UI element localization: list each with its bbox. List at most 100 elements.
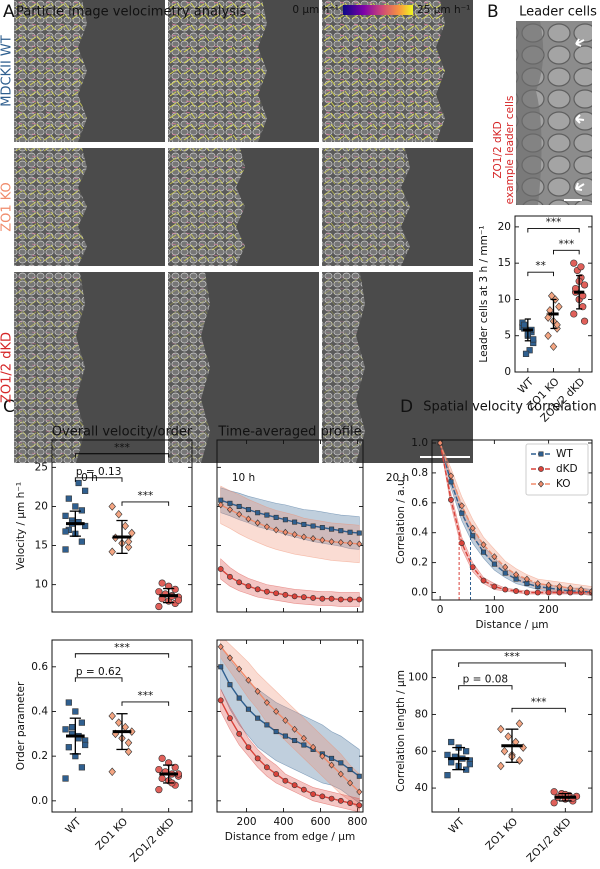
- marker: [273, 708, 280, 715]
- marker: [273, 771, 280, 777]
- marker: [549, 342, 558, 351]
- x-tick-label: ZO1/2 dKD: [525, 816, 574, 865]
- plot-frame: [431, 649, 593, 813]
- marker: [502, 586, 509, 593]
- y-tick-label: 0.4: [31, 705, 48, 717]
- significance-label: p = 0.62: [76, 666, 122, 678]
- image-shade: [516, 21, 544, 205]
- x-tick-label: WT: [447, 815, 468, 836]
- y-tick-label: 0.0: [31, 795, 48, 807]
- marker: [448, 479, 454, 485]
- marker: [121, 722, 129, 732]
- marker: [124, 542, 133, 552]
- marker: [458, 540, 465, 547]
- marker: [78, 719, 85, 726]
- marker: [108, 767, 116, 777]
- chart-title: Overall velocity/order: [52, 425, 193, 440]
- marker: [319, 536, 326, 544]
- marker: [463, 748, 470, 755]
- column-label: 20 h: [386, 472, 409, 484]
- marker: [458, 502, 465, 510]
- marker: [469, 524, 476, 532]
- marker: [500, 746, 509, 756]
- marker: [124, 738, 133, 748]
- marker: [530, 336, 537, 343]
- marker: [115, 510, 123, 519]
- marker: [174, 596, 183, 604]
- marker: [556, 589, 563, 596]
- marker: [158, 774, 166, 783]
- marker: [347, 529, 353, 535]
- velocity-vectors: [168, 272, 210, 463]
- marker: [236, 695, 242, 701]
- x-tick-label: 800: [347, 816, 367, 828]
- marker: [553, 320, 561, 330]
- significance-label: ***: [546, 216, 562, 228]
- marker: [534, 589, 541, 596]
- marker: [115, 718, 123, 727]
- panel-label: D: [400, 397, 413, 417]
- marker: [273, 590, 280, 597]
- arrows: [575, 38, 585, 191]
- significance-bracket: [527, 271, 554, 277]
- series-line: [220, 499, 360, 534]
- marker: [75, 479, 82, 487]
- x-tick-label: 200: [237, 816, 257, 828]
- marker: [513, 588, 519, 594]
- marker: [580, 281, 589, 289]
- y-axis-label: Order parameter: [15, 681, 27, 770]
- marker: [124, 537, 133, 546]
- significance-label: ***: [114, 442, 130, 454]
- marker: [254, 586, 261, 593]
- marker: [82, 741, 89, 749]
- image-label: example leader cells: [504, 96, 516, 205]
- marker: [347, 779, 354, 787]
- marker: [227, 715, 233, 722]
- marker: [570, 259, 578, 267]
- y-tick-label: 0.8: [411, 467, 428, 479]
- x-axis-label: Distance from edge / μm: [225, 831, 355, 843]
- marker: [72, 708, 79, 715]
- marker: [108, 502, 116, 511]
- marker: [236, 579, 243, 586]
- marker: [62, 546, 69, 553]
- significance-label: ***: [504, 651, 520, 663]
- marker: [337, 770, 344, 778]
- marker: [444, 751, 451, 759]
- marker: [513, 571, 520, 579]
- series-line: [220, 504, 360, 545]
- marker: [301, 521, 307, 527]
- marker: [589, 587, 592, 595]
- y-tick-label: 20: [498, 221, 511, 233]
- marker: [319, 793, 326, 800]
- marker: [292, 519, 298, 525]
- plot-frame: [51, 439, 193, 613]
- marker: [263, 699, 270, 706]
- marker: [491, 561, 497, 567]
- significance-bracket: [121, 701, 170, 706]
- marker: [459, 510, 465, 516]
- marker: [515, 719, 524, 728]
- marker: [264, 512, 270, 518]
- marker: [291, 531, 298, 539]
- marker: [273, 526, 280, 534]
- marker: [356, 773, 362, 779]
- marker: [521, 321, 528, 328]
- marker: [319, 752, 326, 760]
- marker: [550, 788, 558, 796]
- marker: [448, 496, 454, 503]
- marker: [491, 583, 498, 590]
- marker: [245, 507, 251, 513]
- marker: [491, 553, 498, 561]
- x-tick-label: ZO1 KO: [483, 816, 520, 853]
- marker: [128, 528, 136, 538]
- y-axis-label: Correlation / a.u.: [395, 476, 407, 564]
- marker: [108, 547, 116, 557]
- marker: [567, 584, 574, 592]
- significance-label: ***: [114, 642, 130, 654]
- marker: [328, 595, 335, 602]
- marker: [534, 580, 541, 587]
- marker: [481, 549, 487, 555]
- significance-bracket: [511, 707, 566, 713]
